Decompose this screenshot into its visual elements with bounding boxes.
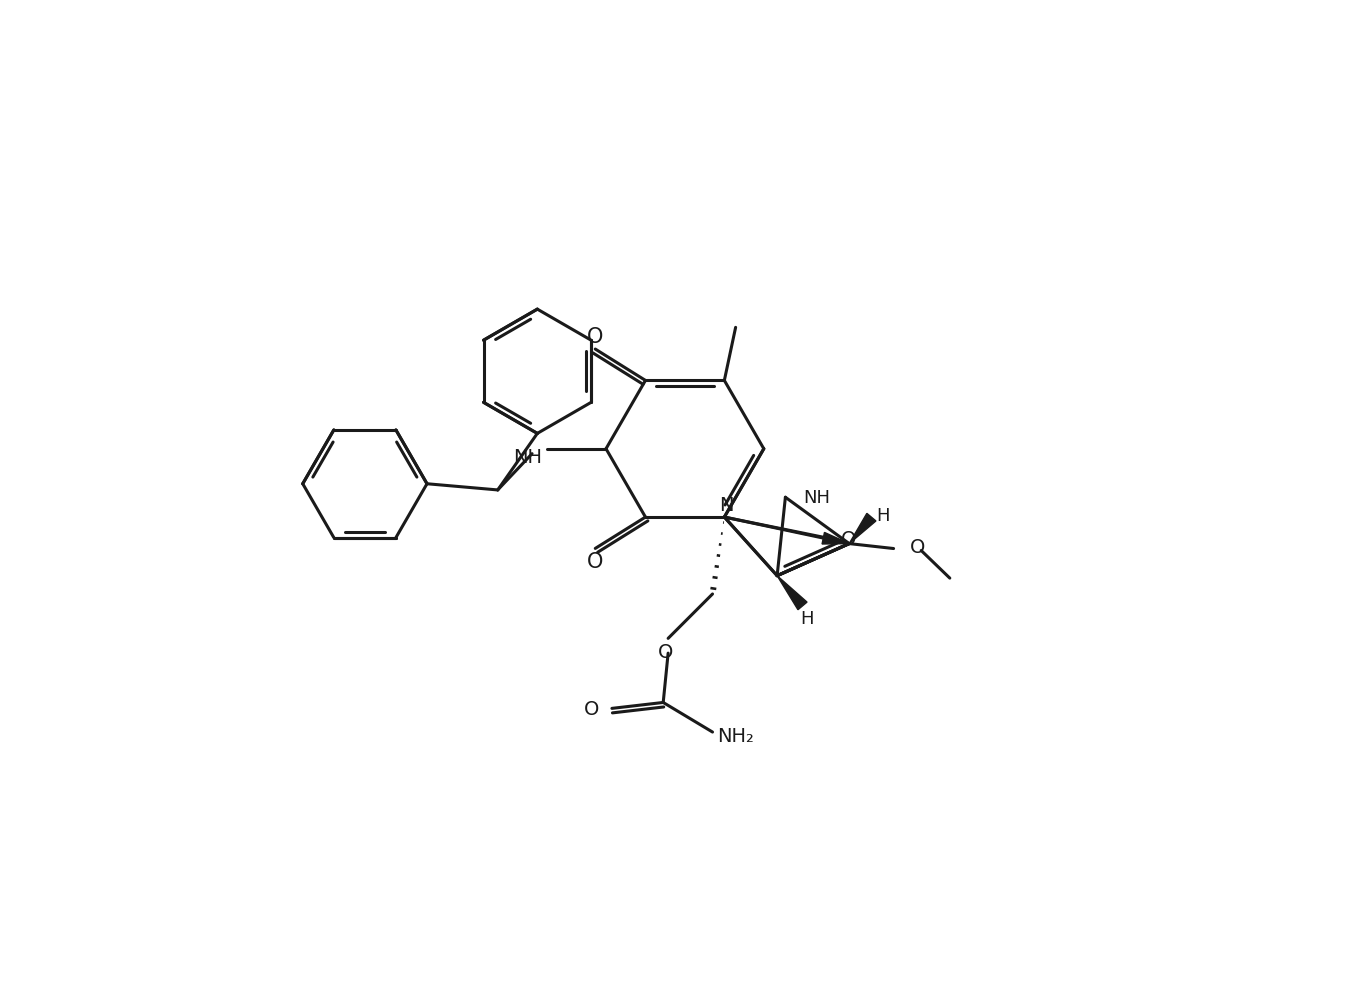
Text: O: O (658, 642, 673, 661)
Text: O: O (583, 699, 599, 718)
Text: O: O (587, 552, 603, 572)
Polygon shape (822, 533, 849, 545)
Text: H: H (876, 507, 890, 525)
Text: O: O (841, 530, 857, 549)
Text: O: O (587, 327, 603, 347)
Text: NH: NH (513, 447, 542, 466)
Text: N: N (719, 495, 734, 515)
Text: H: H (800, 609, 814, 627)
Polygon shape (777, 576, 807, 610)
Text: NH₂: NH₂ (717, 727, 754, 746)
Text: NH: NH (803, 488, 830, 507)
Text: O: O (910, 538, 926, 557)
Polygon shape (849, 514, 876, 544)
